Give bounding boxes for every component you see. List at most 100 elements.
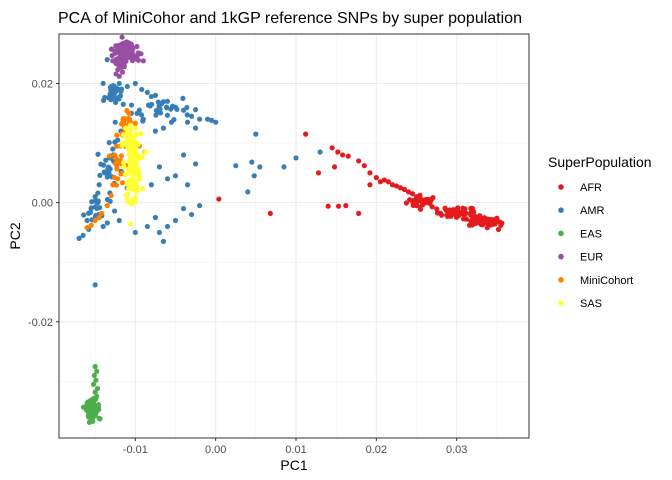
point-amr [188,211,195,218]
point-eur [140,58,146,64]
point-afr [393,183,400,189]
point-sas [121,160,127,166]
point-sas [139,186,146,192]
point-eur [115,56,122,62]
point-amr [124,83,130,90]
point-sas [128,221,134,227]
point-eas [94,393,100,399]
point-sas [132,125,138,131]
x-tick-label: 0.00 [205,444,226,456]
legend-key-minicohort [558,277,564,283]
point-eur [124,49,131,55]
point-afr [367,170,373,176]
point-minicohort [118,153,124,159]
point-minicohort [108,192,114,199]
point-amr [111,208,118,214]
point-afr [403,200,410,206]
point-amr [103,157,109,163]
point-sas [123,140,129,147]
point-amr [107,166,113,172]
series-eas [80,363,103,425]
point-amr [96,182,102,188]
point-amr [139,86,145,93]
point-amr [84,217,90,224]
data-points [76,34,505,425]
point-afr [410,202,416,209]
point-amr [104,220,110,226]
point-afr [428,197,434,203]
point-amr [97,172,103,178]
point-afr [495,226,502,233]
point-afr [462,206,468,212]
legend-key-afr [558,184,564,190]
point-eur [116,73,122,79]
point-afr [340,152,346,158]
point-sas [124,191,131,198]
point-sas [131,165,137,172]
point-amr [251,173,257,179]
point-amr [180,95,186,101]
point-afr [329,145,335,151]
point-eur [138,51,144,57]
legend-key-amr [558,207,564,213]
point-afr [471,218,477,224]
point-minicohort [123,116,129,122]
y-axis-ticks: -0.02 0.00 0.02 [28,78,59,329]
point-afr [335,203,342,209]
point-afr [446,207,452,213]
point-afr [325,203,331,209]
point-amr [108,87,114,93]
point-amr [152,214,159,221]
point-eas [93,377,99,383]
point-afr [469,222,475,228]
point-amr [144,89,150,95]
point-amr [115,137,121,143]
point-amr [164,176,171,182]
point-amr [148,182,154,188]
point-sas [121,164,127,170]
point-afr [389,182,396,188]
point-sas [134,131,140,137]
point-amr [196,116,203,122]
x-axis-ticks: -0.01 0.00 0.01 0.02 0.03 [123,438,467,456]
point-amr [100,97,107,104]
point-afr [345,153,351,159]
point-amr [257,164,263,170]
point-amr [164,112,171,118]
legend-label-afr: AFR [580,182,602,194]
point-sas [122,172,128,178]
point-amr [184,112,190,118]
legend-item-afr: AFR [558,182,602,194]
x-tick-label: 0.03 [446,444,467,456]
point-amr [101,162,107,168]
point-amr [108,95,114,101]
point-eas [90,381,97,387]
point-eas [86,414,92,420]
point-afr [385,179,392,185]
point-minicohort [112,161,119,167]
point-afr [401,186,408,193]
y-axis-title: PC2 [7,222,23,249]
point-minicohort [114,132,120,138]
point-sas [119,142,125,149]
legend-item-sas: SAS [558,298,602,310]
point-amr [104,196,111,203]
point-amr [164,223,171,230]
point-afr [303,131,309,137]
point-eur [119,69,126,75]
point-eas [94,368,100,374]
point-amr [116,217,122,224]
series-sas [119,122,149,227]
point-amr [164,105,170,111]
point-afr [335,149,341,155]
legend-item-eur: EUR [558,252,603,264]
point-eas [92,363,98,370]
point-amr [172,217,179,224]
point-amr [138,112,145,118]
point-afr [356,158,362,164]
legend-item-amr: AMR [558,205,605,217]
point-afr [381,177,387,183]
point-afr [498,222,504,228]
x-tick-label: 0.02 [366,444,387,456]
